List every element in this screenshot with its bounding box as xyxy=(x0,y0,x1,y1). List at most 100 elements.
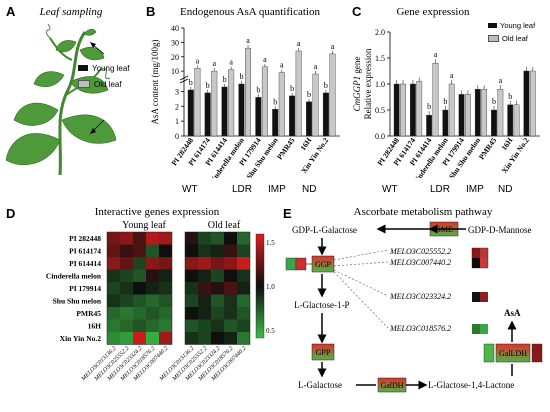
category-label: 16H xyxy=(298,136,313,152)
bar-young xyxy=(272,109,279,137)
panel-b-title: Endogenous AsA quantification xyxy=(180,6,320,18)
heatmap-cell-young xyxy=(120,332,133,345)
heatmap-row-label: Xin Yin No.2 xyxy=(60,334,102,343)
heatmap-cell-old xyxy=(185,269,198,282)
heatmap-cell-old xyxy=(185,257,198,270)
bar-young xyxy=(238,83,245,137)
bar-old xyxy=(211,70,218,137)
panel-d-letter: D xyxy=(6,206,16,221)
heatmap-cell-old xyxy=(185,244,198,257)
legend-swatch-young xyxy=(488,22,497,28)
heatmap-cell-young xyxy=(120,244,133,257)
significance-letter: a xyxy=(263,55,267,64)
heatmap-cell-young xyxy=(146,244,159,257)
bar-young xyxy=(523,70,530,137)
bar-old xyxy=(529,70,536,137)
panel-b-group-labels: WT LDR IMP ND xyxy=(170,184,350,198)
heatmap-cell-old xyxy=(237,294,250,307)
gene-expression-bar-chart: 0.0 0.5 1.0 1.5 2.0 CmGGP1 gene Relative expre… xyxy=(352,28,540,178)
heatmap-cell-young xyxy=(107,332,120,345)
bar-young xyxy=(221,86,228,137)
heatmap-cell-young xyxy=(146,307,159,320)
group-imp: IMP xyxy=(268,184,286,195)
bar-old xyxy=(465,94,471,137)
legend-swatch-old xyxy=(488,34,499,42)
heatmap-cell-old xyxy=(198,319,211,332)
significance-letter: a xyxy=(246,36,250,45)
panel-a-title: Leaf sampling xyxy=(39,6,103,18)
node-lactone: L-Glactose-1,4-Lactone xyxy=(428,380,514,390)
heatmap-cell-old xyxy=(237,244,250,257)
significance-letter: a xyxy=(314,62,318,71)
heatmap-cell-old xyxy=(237,319,250,332)
category-label: 16H xyxy=(500,136,515,152)
y-tick-label: 1.5 xyxy=(375,54,385,63)
y-tick-label: 10 xyxy=(171,67,179,76)
heatmap-cell-young xyxy=(133,294,146,307)
significance-letter: b xyxy=(427,102,431,111)
heatmap-cell-old xyxy=(185,232,198,245)
significance-letter: b xyxy=(307,90,311,99)
significance-letter: b xyxy=(239,72,243,81)
heatmap-cell-old xyxy=(198,232,211,245)
heatmap-cell-old xyxy=(224,269,237,282)
heatmap-cell-old xyxy=(198,244,211,257)
panel-a-letter: A xyxy=(6,4,16,19)
y-tick-label: 0 xyxy=(175,132,179,141)
legend-young: Young leaf xyxy=(500,20,536,30)
significance-letter: a xyxy=(196,56,200,65)
heatmap-cell-young xyxy=(146,232,159,245)
group-nd: ND xyxy=(302,184,317,195)
heatmap-cell-old xyxy=(224,319,237,332)
legend-old: Old leaf xyxy=(502,33,528,43)
significance-letter: b xyxy=(443,97,447,106)
heatmap-cell-old xyxy=(237,269,250,282)
node-asa: AsA xyxy=(504,308,521,318)
heatmap-cell-young xyxy=(107,294,120,307)
heatmap-cell-old xyxy=(224,257,237,270)
colorbar-tick-label: 0.5 xyxy=(266,327,275,335)
heatmap-cell-young xyxy=(107,257,120,270)
colorbar-tick-label: 1.0 xyxy=(266,283,275,291)
panel-c-group-labels: WT LDR IMP ND xyxy=(372,184,542,198)
heatmap-row-label: Cinderella melon xyxy=(46,271,102,280)
heatmap-cell-old xyxy=(224,332,237,345)
heatmap-cell-young xyxy=(146,269,159,282)
bar-young xyxy=(322,92,329,137)
heatmap-cell-young xyxy=(146,294,159,307)
significance-letter: b xyxy=(324,81,328,90)
heatmap-cell-young xyxy=(133,319,146,332)
legend-swatch-old xyxy=(78,80,90,88)
heatmap-cell-young xyxy=(107,244,120,257)
heatmap-cell-old xyxy=(198,307,211,320)
heatmap-cell-young xyxy=(159,282,172,295)
gene-label-023324: MELO3C023324.2 xyxy=(389,292,451,301)
heatmap-border-old xyxy=(184,231,251,345)
heatmap-cell-old xyxy=(237,232,250,245)
heatmap-cell-old xyxy=(211,244,224,257)
group-wt: WT xyxy=(182,184,198,195)
significance-letter: b xyxy=(508,92,512,101)
significance-letter: a xyxy=(297,39,301,48)
heatmap-cell-old xyxy=(237,307,250,320)
significance-letter: b xyxy=(256,85,260,94)
category-label: PMR45 xyxy=(477,136,499,161)
heatmap-cell-old xyxy=(198,257,211,270)
bar-young xyxy=(289,95,296,137)
heatmap-cell-old xyxy=(211,232,224,245)
heatmap-row-label: 16H xyxy=(88,321,102,330)
heatmap-cell-old xyxy=(198,282,211,295)
significance-letter: b xyxy=(290,84,294,93)
heatmap-cell-old xyxy=(224,294,237,307)
bar-old xyxy=(278,72,285,137)
heatmap-border-young xyxy=(106,231,173,345)
y-tick-label: 0.0 xyxy=(375,132,385,141)
heatmap-row-label: PI 179914 xyxy=(69,284,101,293)
gene-heatmap: PI 282448 PI 614174 PI 614414 Cinderella me… xyxy=(46,231,275,383)
category-label: PMR45 xyxy=(275,136,297,161)
bar-young xyxy=(491,109,497,137)
group-ldr: LDR xyxy=(430,184,451,195)
y-tick-label: 1.0 xyxy=(375,80,385,89)
significance-letter: b xyxy=(206,81,210,90)
